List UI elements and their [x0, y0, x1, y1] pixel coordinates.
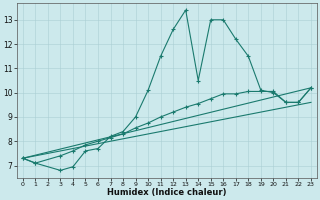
X-axis label: Humidex (Indice chaleur): Humidex (Indice chaleur) — [107, 188, 227, 197]
